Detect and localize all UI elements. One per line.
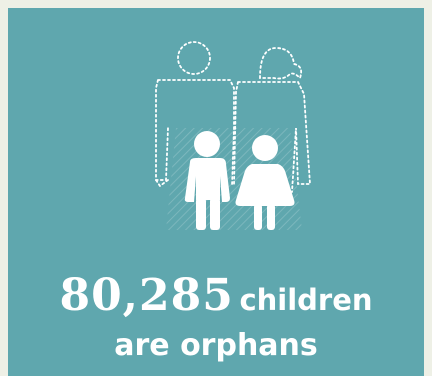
boy-icon: [184, 131, 230, 230]
orphan-children-icon: [155, 41, 311, 230]
count-subject: children: [239, 283, 373, 317]
orphans-stat-card: 80,285 children are orphans: [8, 8, 424, 376]
stat-subline: are orphans: [8, 328, 424, 363]
mother-outline-icon: [233, 47, 311, 193]
stat-headline: 80,285 children: [8, 270, 424, 321]
father-outline-icon: [155, 41, 235, 188]
orphan-count: 80,285: [59, 270, 234, 321]
girl-icon: [235, 135, 295, 230]
stat-description: are orphans: [114, 328, 318, 363]
